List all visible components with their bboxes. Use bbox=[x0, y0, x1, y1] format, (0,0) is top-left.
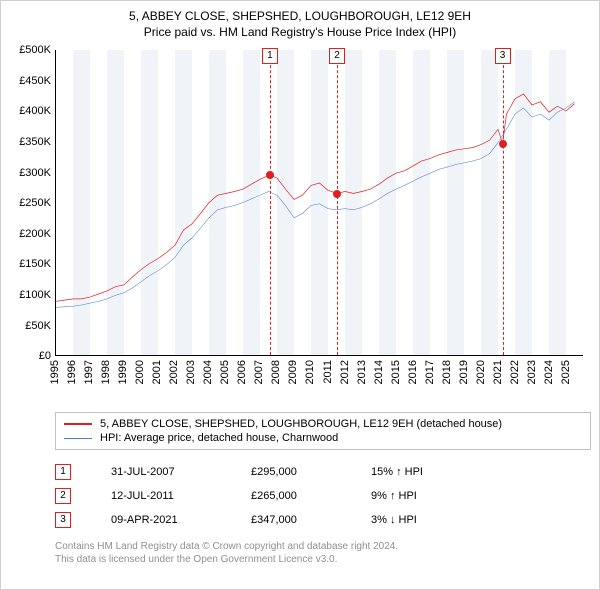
marker-row: 1 31-JUL-2007 £295,000 15% ↑ HPI bbox=[55, 460, 591, 484]
legend-label-1: HPI: Average price, detached house, Char… bbox=[100, 432, 338, 444]
x-tick-label: 1995 bbox=[49, 360, 61, 384]
x-tick-label: 2000 bbox=[134, 360, 146, 384]
x-tick-label: 2008 bbox=[270, 360, 282, 384]
y-tick-label: £50K bbox=[25, 320, 51, 332]
marker-row-price: £347,000 bbox=[251, 514, 331, 526]
marker-number: 3 bbox=[495, 48, 511, 64]
marker-row: 2 12-JUL-2011 £265,000 9% ↑ HPI bbox=[55, 484, 591, 508]
legend-label-0: 5, ABBEY CLOSE, SHEPSHED, LOUGHBOROUGH, … bbox=[100, 418, 502, 430]
chart-area: £0£50K£100K£150K£200K£250K£300K£350K£400… bbox=[9, 46, 591, 406]
y-tick-label: £350K bbox=[19, 136, 51, 148]
footer-line2: This data is licensed under the Open Gov… bbox=[55, 553, 591, 566]
x-tick-label: 2013 bbox=[356, 360, 368, 384]
x-tick-label: 2004 bbox=[202, 360, 214, 384]
title-line2: Price paid vs. HM Land Registry's House … bbox=[9, 25, 591, 41]
x-tick-label: 2020 bbox=[475, 360, 487, 384]
x-tick-label: 2021 bbox=[492, 360, 504, 384]
line-layer bbox=[56, 50, 583, 355]
marker-row-date: 09-APR-2021 bbox=[111, 514, 211, 526]
x-tick-label: 2006 bbox=[236, 360, 248, 384]
x-tick-label: 1999 bbox=[117, 360, 129, 384]
x-tick-label: 2011 bbox=[322, 360, 334, 384]
x-tick-label: 2012 bbox=[339, 360, 351, 384]
sale-point bbox=[333, 190, 341, 198]
y-tick-label: £250K bbox=[19, 197, 51, 209]
marker-row-price: £295,000 bbox=[251, 466, 331, 478]
marker-number: 1 bbox=[262, 48, 278, 64]
marker-row-date: 31-JUL-2007 bbox=[111, 466, 211, 478]
titles: 5, ABBEY CLOSE, SHEPSHED, LOUGHBOROUGH, … bbox=[9, 9, 591, 40]
plot-area: 1 2 3 bbox=[55, 50, 583, 356]
legend-row-1: HPI: Average price, detached house, Char… bbox=[64, 431, 582, 445]
x-tick-label: 2022 bbox=[509, 360, 521, 384]
x-tick-label: 2015 bbox=[390, 360, 402, 384]
series-price_paid bbox=[56, 94, 575, 301]
legend: 5, ABBEY CLOSE, SHEPSHED, LOUGHBOROUGH, … bbox=[55, 412, 591, 450]
x-tick-label: 1996 bbox=[66, 360, 78, 384]
x-axis: 1995199619971998199920002001200220032004… bbox=[55, 358, 583, 406]
x-tick-label: 2014 bbox=[373, 360, 385, 384]
marker-row-num: 2 bbox=[55, 488, 71, 504]
y-tick-label: £450K bbox=[19, 75, 51, 87]
x-tick-label: 2023 bbox=[526, 360, 538, 384]
y-tick-label: £100K bbox=[19, 289, 51, 301]
sale-point bbox=[499, 140, 507, 148]
marker-line bbox=[503, 50, 504, 355]
x-tick-label: 1998 bbox=[100, 360, 112, 384]
x-tick-label: 2010 bbox=[304, 360, 316, 384]
marker-line bbox=[270, 50, 271, 355]
marker-line bbox=[337, 50, 338, 355]
y-axis: £0£50K£100K£150K£200K£250K£300K£350K£400… bbox=[9, 50, 53, 356]
sale-point bbox=[266, 171, 274, 179]
y-tick-label: £300K bbox=[19, 167, 51, 179]
footer: Contains HM Land Registry data © Crown c… bbox=[55, 540, 591, 566]
y-tick-label: £200K bbox=[19, 228, 51, 240]
x-tick-label: 2007 bbox=[253, 360, 265, 384]
legend-swatch-0 bbox=[64, 423, 92, 425]
marker-row-pct: 3% ↓ HPI bbox=[371, 514, 471, 526]
x-tick-label: 2017 bbox=[424, 360, 436, 384]
markers-table: 1 31-JUL-2007 £295,000 15% ↑ HPI 2 12-JUL-201… bbox=[55, 460, 591, 532]
y-tick-label: £150K bbox=[19, 258, 51, 270]
x-tick-label: 2025 bbox=[560, 360, 572, 384]
x-tick-label: 2019 bbox=[458, 360, 470, 384]
y-tick-label: £500K bbox=[19, 44, 51, 56]
footer-line1: Contains HM Land Registry data © Crown c… bbox=[55, 540, 591, 553]
marker-row-price: £265,000 bbox=[251, 490, 331, 502]
x-tick-label: 2003 bbox=[185, 360, 197, 384]
marker-row-pct: 9% ↑ HPI bbox=[371, 490, 471, 502]
x-tick-label: 2018 bbox=[441, 360, 453, 384]
legend-swatch-1 bbox=[64, 438, 92, 439]
marker-number: 2 bbox=[329, 48, 345, 64]
legend-row-0: 5, ABBEY CLOSE, SHEPSHED, LOUGHBOROUGH, … bbox=[64, 417, 582, 431]
marker-row-num: 3 bbox=[55, 512, 71, 528]
x-tick-label: 2001 bbox=[151, 360, 163, 384]
marker-row-num: 1 bbox=[55, 464, 71, 480]
chart-container: 5, ABBEY CLOSE, SHEPSHED, LOUGHBOROUGH, … bbox=[0, 0, 600, 590]
x-tick-label: 2005 bbox=[219, 360, 231, 384]
title-line1: 5, ABBEY CLOSE, SHEPSHED, LOUGHBOROUGH, … bbox=[9, 9, 591, 25]
x-tick-label: 1997 bbox=[83, 360, 95, 384]
x-tick-label: 2002 bbox=[168, 360, 180, 384]
x-tick-label: 2024 bbox=[543, 360, 555, 384]
x-tick-label: 2009 bbox=[287, 360, 299, 384]
y-tick-label: £400K bbox=[19, 105, 51, 117]
marker-row-date: 12-JUL-2011 bbox=[111, 490, 211, 502]
series-hpi bbox=[56, 102, 575, 308]
x-tick-label: 2016 bbox=[407, 360, 419, 384]
marker-row: 3 09-APR-2021 £347,000 3% ↓ HPI bbox=[55, 508, 591, 532]
marker-row-pct: 15% ↑ HPI bbox=[371, 466, 471, 478]
